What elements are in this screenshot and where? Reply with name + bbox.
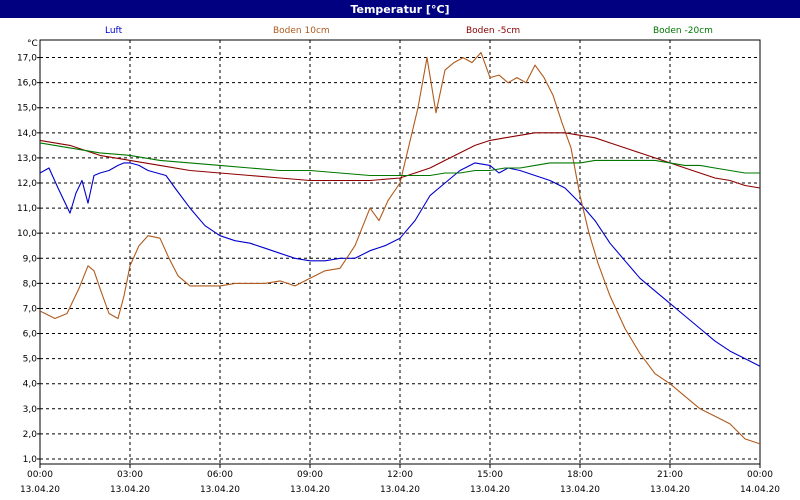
x-tick-time-label: 18:00 (567, 470, 593, 480)
x-tick-date-label: 13.04.20 (20, 485, 60, 495)
y-axis-unit-label: °C (27, 39, 38, 49)
y-tick-label: 14,0 (17, 129, 37, 139)
y-tick-label: 11,0 (17, 204, 37, 214)
x-tick-time-label: 06:00 (207, 470, 233, 480)
x-tick-date-label: 13.04.20 (200, 485, 240, 495)
legend-boden-5cm: Boden -5cm (466, 26, 521, 36)
y-tick-label: 16,0 (17, 79, 37, 89)
x-tick-date-label: 13.04.20 (380, 485, 420, 495)
chart-title: Temperatur [°C] (0, 0, 800, 18)
x-tick-date-label: 13.04.20 (560, 485, 600, 495)
series-line-boden-10cm (39, 51, 761, 445)
y-tick-label: 8,0 (23, 279, 38, 289)
x-tick-time-label: 09:00 (297, 470, 323, 480)
y-tick-label: 6,0 (23, 330, 38, 340)
legend-luft: Luft (105, 26, 123, 36)
x-tick-time-label: 21:00 (657, 470, 683, 480)
y-tick-label: 9,0 (23, 254, 38, 264)
series-line-boden-20cm (39, 142, 760, 177)
y-tick-label: 1,0 (23, 455, 38, 465)
legend-boden-20cm: Boden -20cm (653, 26, 713, 36)
y-tick-label: 12,0 (17, 179, 37, 189)
y-tick-label: 10,0 (17, 229, 37, 239)
y-tick-label: 7,0 (23, 304, 38, 314)
x-tick-date-label: 13.04.20 (650, 485, 690, 495)
legend-boden-10cm: Boden 10cm (273, 26, 330, 36)
y-tick-label: 2,0 (23, 430, 38, 440)
x-tick-time-label: 00:00 (27, 470, 53, 480)
y-tick-label: 13,0 (17, 154, 37, 164)
y-tick-label: 4,0 (23, 380, 38, 390)
x-tick-date-label: 13.04.20 (290, 485, 330, 495)
x-tick-time-label: 03:00 (117, 470, 143, 480)
y-tick-label: 5,0 (23, 355, 38, 365)
y-tick-label: 17,0 (17, 54, 37, 64)
y-tick-label: 15,0 (17, 104, 37, 114)
x-tick-date-label: 13.04.20 (110, 485, 150, 495)
series-line-luft (39, 162, 761, 367)
x-tick-time-label: 12:00 (387, 470, 413, 480)
y-tick-label: 3,0 (23, 405, 38, 415)
x-tick-date-label: 14.04.20 (740, 485, 780, 495)
x-tick-time-label: 15:00 (477, 470, 503, 480)
x-tick-time-label: 00:00 (747, 470, 773, 480)
x-tick-date-label: 13.04.20 (470, 485, 510, 495)
